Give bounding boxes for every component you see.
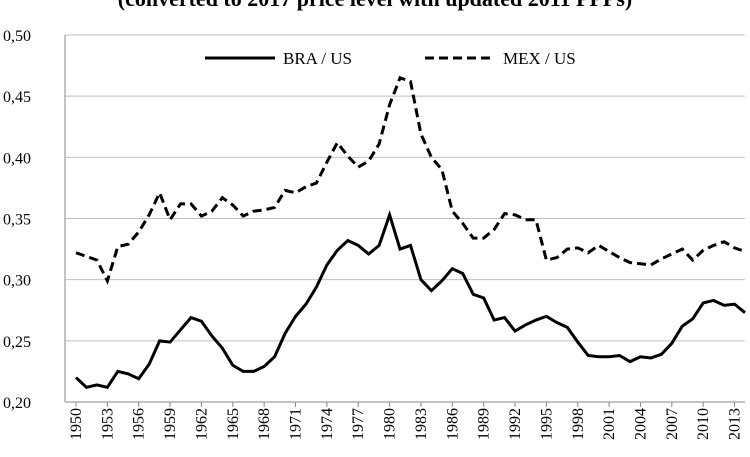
y-tick-label: 0,30: [3, 273, 31, 290]
x-tick-label: 1950: [68, 408, 85, 440]
x-tick-label: 1965: [225, 408, 242, 440]
x-tick-label: 1974: [319, 408, 336, 440]
x-tick-label: 1980: [382, 408, 399, 440]
y-tick-label: 0,50: [3, 28, 31, 45]
x-tick-label: 1983: [413, 408, 430, 440]
chart-title: (converted to 2017 price level with upda…: [118, 0, 633, 11]
x-tick-label: 1998: [570, 408, 587, 440]
x-tick-label: 1995: [538, 408, 555, 440]
x-tick-label: 2013: [727, 408, 744, 440]
y-tick-label: 0,40: [3, 150, 31, 167]
y-tick-label: 0,35: [3, 212, 31, 229]
y-tick-label: 0,20: [3, 395, 31, 412]
legend-label: BRA / US: [283, 49, 352, 68]
x-tick-label: 2004: [632, 408, 649, 440]
series-line: [75, 75, 746, 285]
x-tick-label: 1977: [350, 408, 367, 440]
x-tick-label: 2010: [695, 408, 712, 440]
x-tick-label: 1971: [288, 408, 305, 440]
x-tick-label: 1962: [193, 408, 210, 440]
x-tick-label: 1953: [99, 408, 116, 440]
series-line: [74, 209, 746, 390]
x-tick-label: 1956: [131, 408, 148, 440]
y-tick-label: 0,45: [3, 89, 31, 106]
x-tick-label: 1968: [256, 408, 273, 440]
x-tick-label: 2007: [664, 408, 681, 440]
x-tick-label: 2001: [601, 408, 618, 440]
y-tick-label: 0,25: [3, 334, 31, 351]
legend-label: MEX / US: [503, 49, 576, 68]
x-tick-label: 1986: [444, 408, 461, 440]
x-tick-label: 1992: [507, 408, 524, 440]
x-tick-label: 1989: [476, 408, 493, 440]
x-tick-label: 1959: [162, 408, 179, 440]
